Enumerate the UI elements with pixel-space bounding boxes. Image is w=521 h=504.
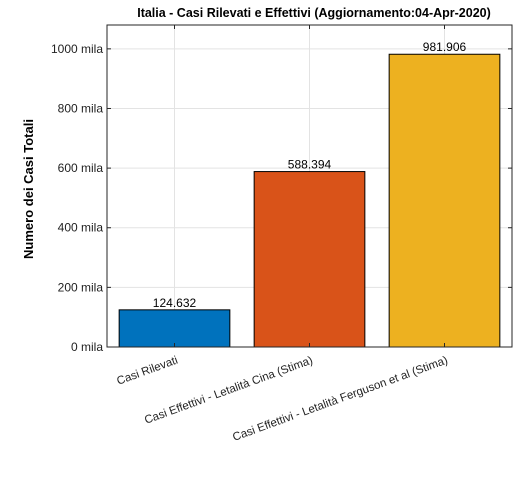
data-label: 124.632 [153,296,197,310]
bars-layer [118,53,501,348]
y-tick-label: 600 mila [58,161,104,175]
bar [118,309,231,348]
y-tick-label: 0 mila [71,340,103,354]
bar [253,171,366,348]
y-axis-label: Numero dei Casi Totali [21,119,36,259]
bar [388,53,501,348]
y-tick-label: 800 mila [58,101,104,115]
x-tick-label: Casi Effettivi - Letalità Ferguson et al… [231,354,449,443]
axes-layer [106,24,513,348]
data-label: 588.394 [288,158,332,172]
y-tick-label: 400 mila [58,221,104,235]
y-tick-label: 1000 mila [51,42,103,56]
x-tick-label: Casi Rilevati [115,355,179,388]
plot-frame [106,24,513,348]
chart-title: Italia - Casi Rilevati e Effettivi (Aggi… [137,6,491,20]
y-tick-label: 200 mila [58,280,104,294]
data-label: 981.906 [423,40,467,54]
